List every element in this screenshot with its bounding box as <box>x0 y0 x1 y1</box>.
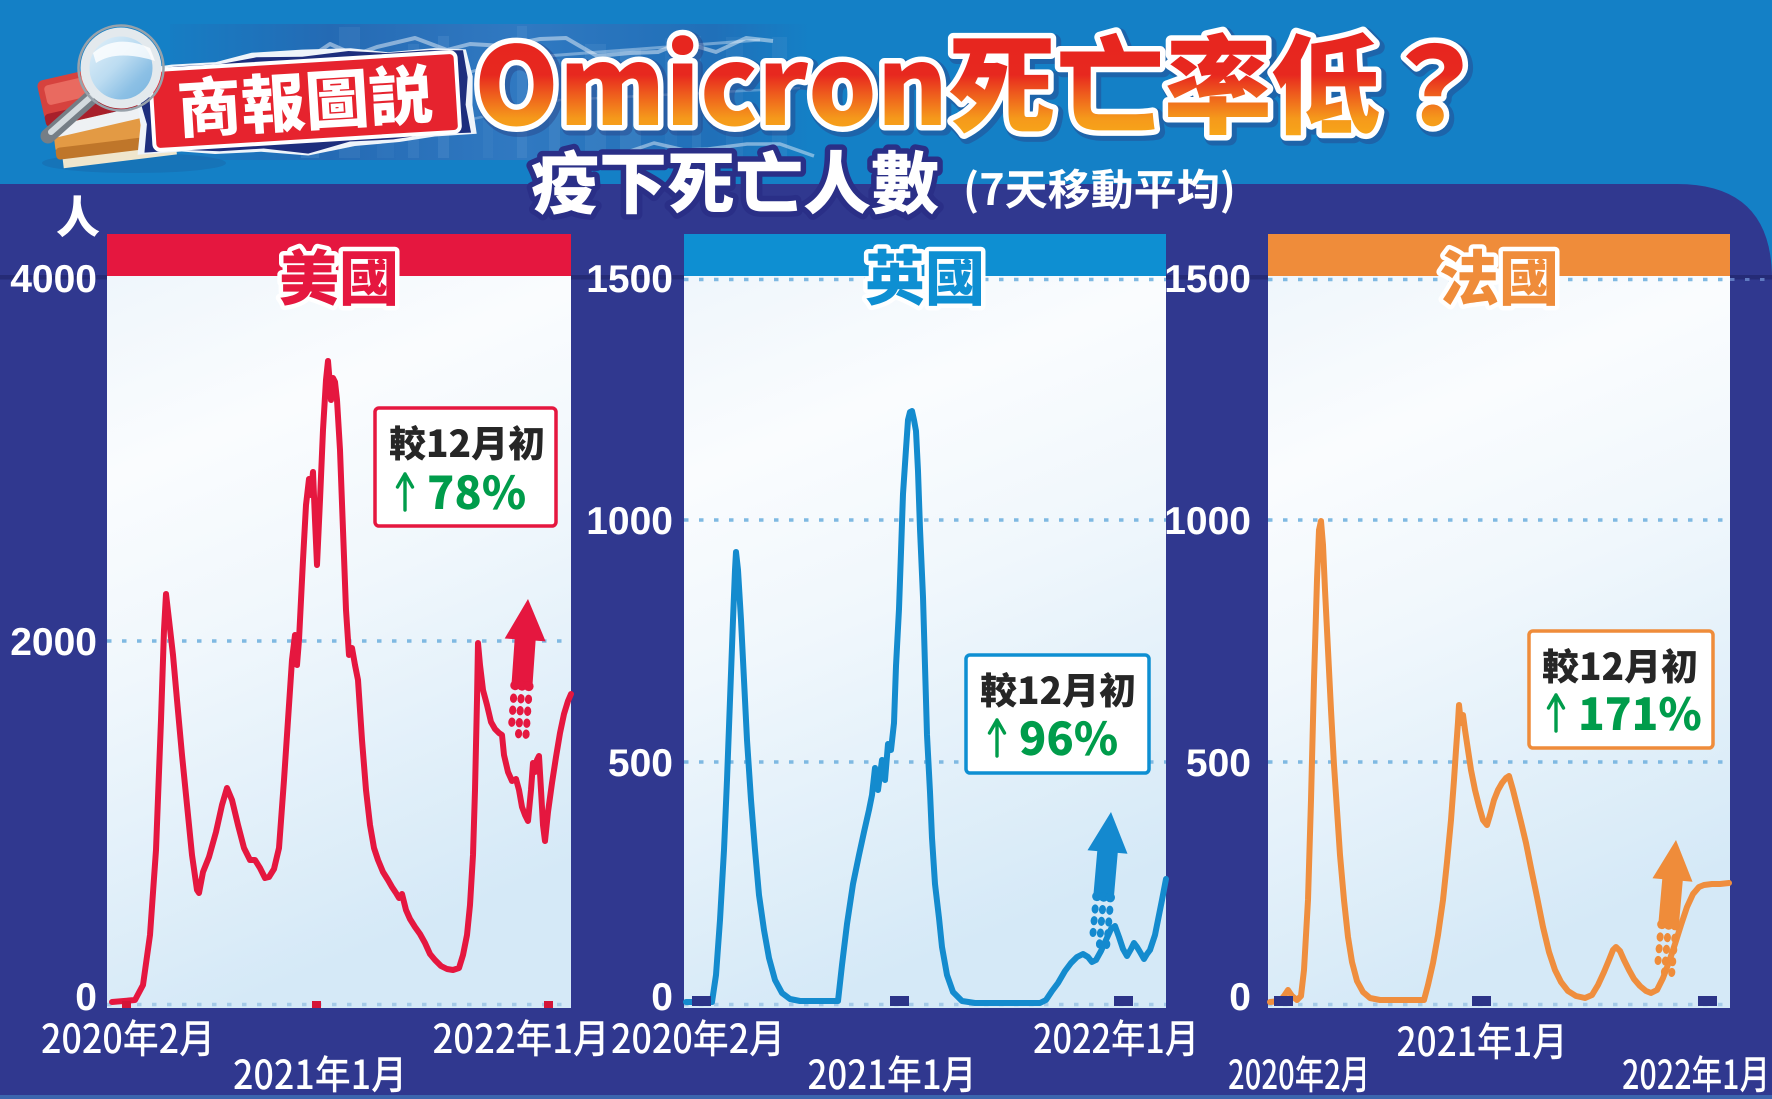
svg-text:2000: 2000 <box>10 621 97 664</box>
svg-text:1500: 1500 <box>586 258 673 301</box>
svg-text:1000: 1000 <box>586 500 673 543</box>
svg-text:0: 0 <box>1229 976 1251 1019</box>
svg-text:1000: 1000 <box>1164 500 1251 543</box>
svg-text:500: 500 <box>1186 742 1251 785</box>
svg-text:0: 0 <box>651 976 673 1019</box>
svg-text:500: 500 <box>608 742 673 785</box>
svg-text:1500: 1500 <box>1164 258 1251 301</box>
svg-text:0: 0 <box>75 976 97 1019</box>
svg-text:4000: 4000 <box>10 258 97 301</box>
